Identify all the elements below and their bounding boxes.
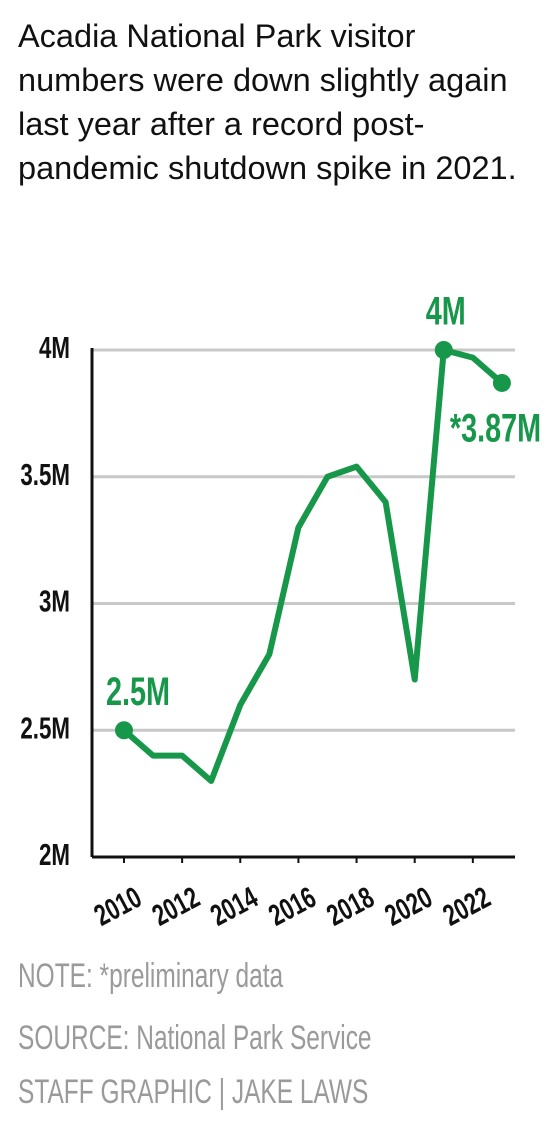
x-tick-label: 2014 (205, 879, 264, 932)
x-tick-group: 2020 (379, 880, 438, 933)
y-tick-label: 2.5M (20, 711, 70, 745)
x-tick-label: 2016 (263, 880, 322, 933)
value-label: *3.87M (450, 406, 541, 451)
y-tick-label: 3.5M (20, 457, 70, 491)
x-tick-label: 2018 (321, 880, 380, 933)
y-tick-label: 4M (39, 331, 70, 365)
credit: STAFF GRAPHIC | JAKE LAWS (18, 1073, 368, 1111)
x-tick-group: 2010 (88, 880, 147, 933)
x-tick-group: 2022 (437, 880, 496, 933)
x-tick-label: 2022 (437, 880, 496, 933)
value-label: 4M (426, 289, 466, 334)
point (114, 721, 133, 740)
x-tick-label: 2012 (147, 880, 206, 933)
source: SOURCE: National Park Service (18, 1019, 372, 1057)
x-tick-group: 2012 (147, 880, 206, 933)
y-tick-label: 2M (39, 838, 70, 872)
x-tick-group: 2018 (321, 880, 380, 933)
series-line (122, 347, 504, 784)
y-tick-label: 3M (39, 584, 70, 618)
x-tick-label: 2020 (379, 880, 438, 933)
note: NOTE: *preliminary data (18, 957, 284, 995)
point (492, 373, 511, 392)
value-label: 2.5M (106, 669, 170, 714)
chart-title: Acadia National Park visitor numbers wer… (18, 18, 517, 186)
x-tick-group: 2014 (205, 879, 264, 932)
x-tick-group: 2016 (263, 880, 322, 933)
x-tick-label: 2010 (88, 880, 147, 933)
point (434, 341, 453, 359)
